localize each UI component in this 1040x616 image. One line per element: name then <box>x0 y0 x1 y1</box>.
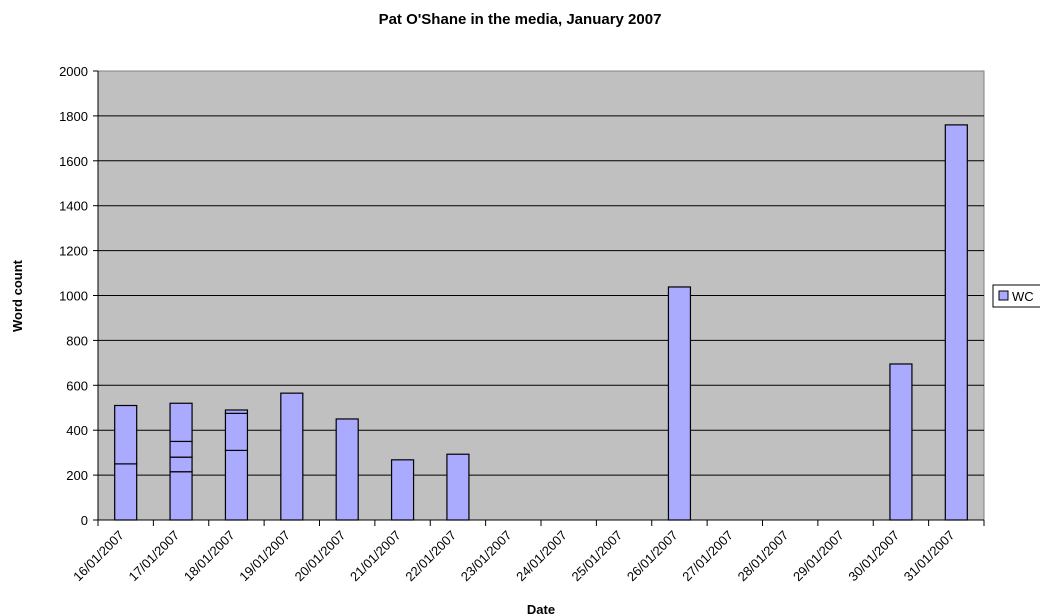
x-tick-label: 17/01/2007 <box>126 528 183 585</box>
legend-label: WC <box>1012 289 1034 304</box>
y-tick-label: 1600 <box>59 154 88 169</box>
bars <box>114 124 968 521</box>
bar-segment <box>114 463 138 521</box>
x-axis-title: Date <box>527 602 555 616</box>
x-tick-label: 24/01/2007 <box>513 528 570 585</box>
bar-segment <box>224 449 249 521</box>
bar-segment <box>169 402 193 443</box>
legend: WC <box>992 284 1040 308</box>
x-tick-label: 21/01/2007 <box>347 528 404 585</box>
x-tick-label: 29/01/2007 <box>790 528 847 585</box>
bar-segment <box>390 459 415 521</box>
bar-segment <box>224 409 249 414</box>
bar-segment <box>446 453 470 521</box>
bar-segment <box>114 404 138 465</box>
bar-segment <box>169 440 193 458</box>
y-tick-label: 2000 <box>59 64 88 79</box>
bar-segment <box>889 363 913 521</box>
y-tick-label: 400 <box>66 423 88 438</box>
y-axis-title: Word count <box>10 259 25 332</box>
x-tick-label: 31/01/2007 <box>901 528 958 585</box>
y-axis: 0 200 400 600 800 1000 1200 1400 1600 1800 2000 <box>59 64 99 528</box>
y-tick-label: 1400 <box>59 199 88 214</box>
bar-segment <box>169 471 193 521</box>
x-tick-label: 23/01/2007 <box>458 528 515 585</box>
y-tick-label: 200 <box>66 468 88 483</box>
bar-segment <box>280 392 304 521</box>
y-tick-label: 1000 <box>59 289 88 304</box>
x-tick-label: 30/01/2007 <box>845 528 902 585</box>
x-tick-label: 25/01/2007 <box>569 528 626 585</box>
bar-segment <box>224 412 249 452</box>
x-tick-label: 16/01/2007 <box>70 528 127 585</box>
bar-segment <box>169 456 193 473</box>
x-tick-label: 27/01/2007 <box>679 528 736 585</box>
y-tick-label: 1800 <box>59 109 88 124</box>
chart-title: Pat O'Shane in the media, January 2007 <box>379 11 662 28</box>
x-axis: 16/01/200717/01/200718/01/200719/01/2007… <box>70 519 985 585</box>
bar-segment <box>944 124 968 521</box>
x-tick-label: 26/01/2007 <box>624 528 681 585</box>
x-tick-label: 20/01/2007 <box>292 528 349 585</box>
legend-swatch <box>998 290 1009 301</box>
x-tick-label: 28/01/2007 <box>735 528 792 585</box>
y-tick-label: 600 <box>66 378 88 393</box>
x-tick-label: 19/01/2007 <box>236 528 293 585</box>
x-tick-label: 18/01/2007 <box>181 528 238 585</box>
bar-segment <box>335 418 359 521</box>
x-tick-label: 22/01/2007 <box>402 528 459 585</box>
y-tick-label: 0 <box>81 513 88 528</box>
bar-segment <box>667 286 692 521</box>
y-tick-label: 800 <box>66 333 88 348</box>
y-tick-label: 1200 <box>59 244 88 259</box>
